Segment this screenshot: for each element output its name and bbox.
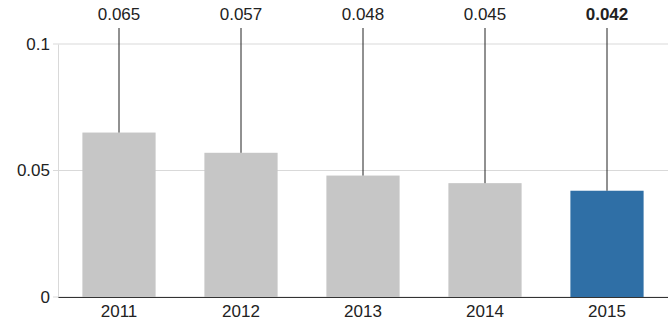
data-label: 0.048 xyxy=(342,5,385,24)
leader-line xyxy=(119,28,120,133)
y-tick-label: 0.05 xyxy=(17,161,50,180)
y-tick-label: 0 xyxy=(41,288,50,307)
x-axis: 2011 2012 2013 2014 2015 xyxy=(59,297,668,321)
y-axis: 0 0.05 0.1 xyxy=(17,35,59,307)
x-tick-label: 2012 xyxy=(222,302,260,321)
bar xyxy=(448,183,521,297)
data-label: 0.042 xyxy=(586,5,629,24)
x-tick: 2014 xyxy=(466,297,504,321)
data-label: 0.057 xyxy=(220,5,263,24)
bar xyxy=(570,191,643,297)
x-tick: 2011 xyxy=(101,297,138,321)
x-tick: 2012 xyxy=(222,297,260,321)
data-label: 0.045 xyxy=(464,5,507,24)
leader-line xyxy=(363,28,364,176)
data-labels: 0.065 0.057 0.048 0.045 0.042 xyxy=(98,5,629,191)
x-tick-label: 2013 xyxy=(344,302,382,321)
leader-line xyxy=(241,28,242,153)
y-tick: 0.1 xyxy=(26,35,58,54)
leader-line xyxy=(607,28,608,191)
bar xyxy=(204,153,277,297)
x-tick: 2013 xyxy=(344,297,382,321)
y-tick: 0.05 xyxy=(17,161,58,180)
data-label: 0.065 xyxy=(98,5,141,24)
x-tick-label: 2014 xyxy=(466,302,504,321)
bar xyxy=(82,133,155,297)
bar xyxy=(326,176,399,297)
y-tick-label: 0.1 xyxy=(26,35,50,54)
grid-line xyxy=(53,44,668,45)
x-tick-label: 2015 xyxy=(588,302,626,321)
leader-line xyxy=(485,28,486,183)
y-tick: 0 xyxy=(41,288,58,307)
grid xyxy=(53,44,668,297)
y-axis-line xyxy=(58,45,59,298)
chart: 00.050.1201120122013201420150.0650.0570.… xyxy=(0,0,668,330)
x-tick-label: 2011 xyxy=(101,302,138,321)
x-tick: 2015 xyxy=(588,297,626,321)
x-axis-line xyxy=(59,297,668,298)
